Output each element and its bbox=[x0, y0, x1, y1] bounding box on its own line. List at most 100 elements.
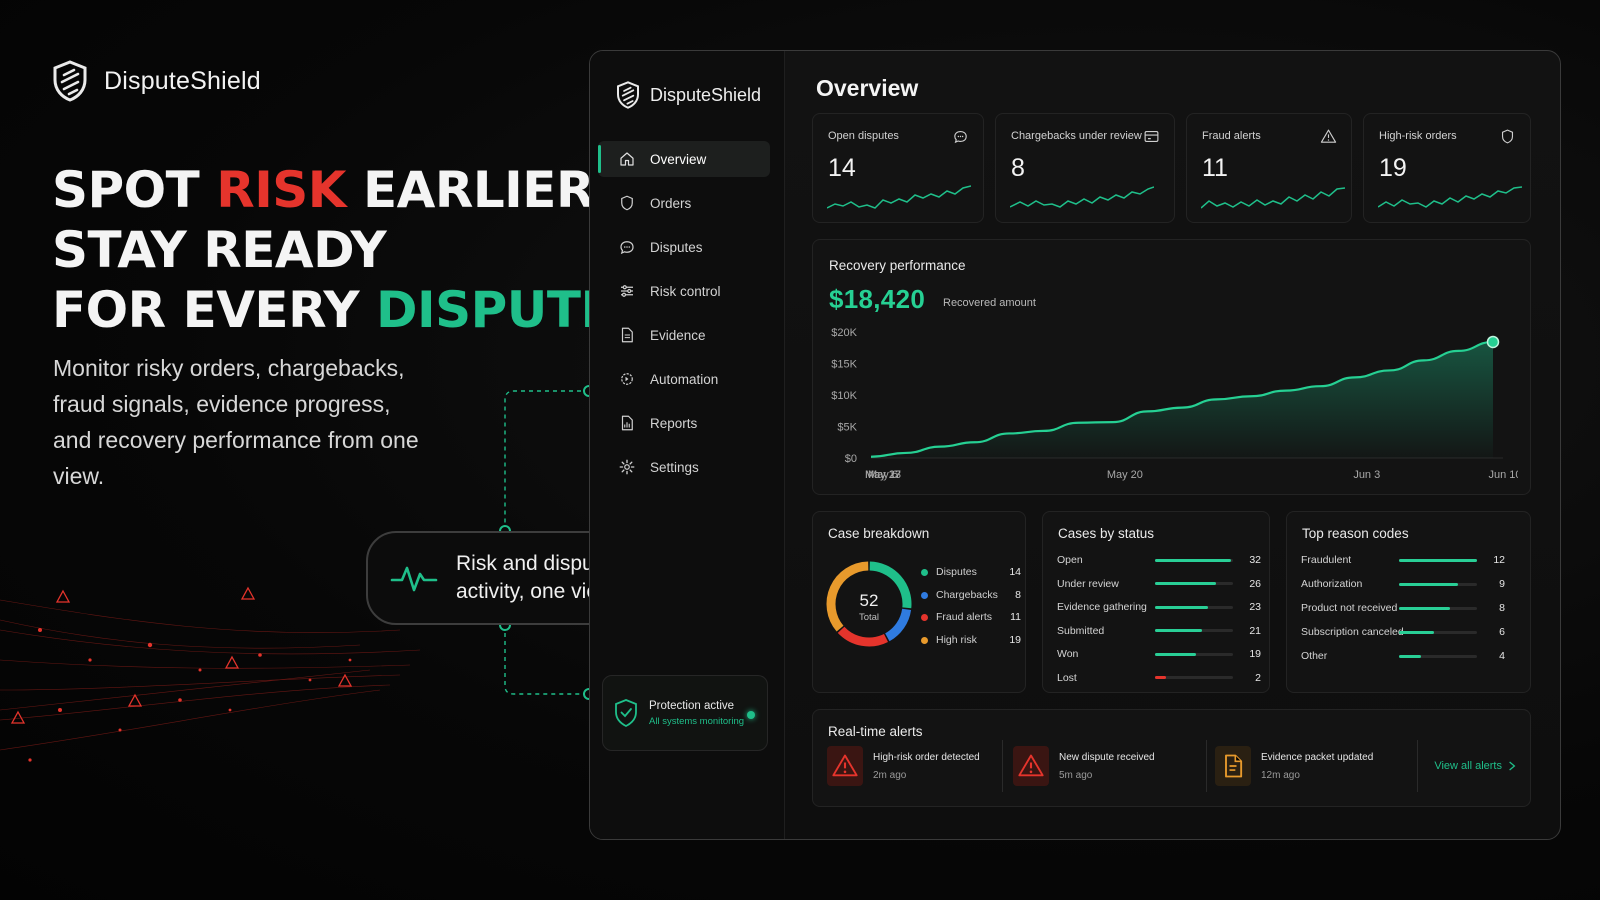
bar-track bbox=[1155, 676, 1233, 679]
bar-fill bbox=[1155, 652, 1196, 656]
warning-icon bbox=[832, 754, 858, 777]
bar-row: Subscription canceled 6 bbox=[1301, 624, 1505, 640]
sidebar-item-reports[interactable]: Reports bbox=[598, 405, 770, 441]
bar-value: 8 bbox=[1499, 602, 1505, 614]
alert-title: High-risk order detected bbox=[873, 751, 980, 763]
callout-line: activity, one view bbox=[456, 580, 614, 603]
sliders-icon bbox=[621, 285, 633, 297]
bar-label: Submitted bbox=[1057, 624, 1105, 637]
view-all-alerts-link[interactable]: View all alerts bbox=[1434, 760, 1516, 772]
legend-label: Chargebacks bbox=[936, 589, 998, 601]
sidebar-item-risk-control[interactable]: Risk control bbox=[598, 273, 770, 309]
alert-item[interactable]: High-risk order detected 2m ago bbox=[827, 746, 980, 786]
recovery-amount: $18,420 bbox=[829, 284, 926, 314]
series-line bbox=[870, 340, 1494, 458]
series-endpoint bbox=[1486, 335, 1500, 349]
protection-title: Protection active bbox=[649, 699, 735, 712]
bar-track bbox=[1399, 654, 1477, 658]
bar-fill bbox=[1399, 582, 1458, 586]
bar-label: Other bbox=[1301, 650, 1328, 662]
bar-row: Fraudulent 12 bbox=[1301, 552, 1505, 568]
alert-item[interactable]: Evidence packet updated 12m ago bbox=[1215, 746, 1373, 786]
sidebar-brand[interactable]: DisputeShield bbox=[616, 81, 761, 109]
pulse-icon bbox=[390, 558, 438, 598]
sidebar-item-overview[interactable]: Overview bbox=[598, 141, 770, 177]
report-icon bbox=[621, 415, 633, 431]
case-breakdown-donut: 52 Total bbox=[826, 561, 912, 647]
legend-dot bbox=[921, 636, 928, 644]
sidebar-item-label: Settings bbox=[650, 459, 699, 475]
sidebar-item-label: Automation bbox=[650, 371, 719, 387]
alert-icon-box bbox=[1215, 746, 1251, 786]
card-icon bbox=[1144, 130, 1159, 143]
automation-gear-icon bbox=[621, 373, 633, 385]
bar-label: Lost bbox=[1057, 671, 1077, 684]
bar-value: 6 bbox=[1499, 626, 1505, 638]
status-dot bbox=[747, 711, 755, 719]
hero-subcopy: Monitor risky orders, chargebacks, fraud… bbox=[53, 355, 419, 489]
view-all-label: View all alerts bbox=[1434, 760, 1502, 772]
cases-by-status-card: Cases by status Open 32 Under review 26 Evid… bbox=[1042, 511, 1270, 693]
document-icon bbox=[1225, 754, 1243, 778]
bar-value: 12 bbox=[1493, 554, 1505, 566]
kpi-card-open-disputes[interactable]: Open disputes 14 bbox=[812, 113, 984, 223]
headline-highlight-risk: RISK bbox=[216, 161, 347, 219]
legend-value: 14 bbox=[1009, 566, 1021, 578]
donut-slice bbox=[826, 561, 869, 632]
sidebar-item-evidence[interactable]: Evidence bbox=[598, 317, 770, 353]
headline-text: STAY READY bbox=[52, 221, 387, 279]
bar-fill bbox=[1155, 582, 1216, 585]
legend-label: Disputes bbox=[936, 566, 977, 578]
kpi-card-chargebacks[interactable]: Chargebacks under review 8 bbox=[995, 113, 1175, 223]
bar-label: Product not received bbox=[1301, 602, 1398, 614]
headline-text: SPOT bbox=[52, 161, 217, 219]
hero-headline: SPOT RISK EARLIER. STAY READY FOR EVERY … bbox=[52, 160, 633, 340]
sidebar-item-settings[interactable]: Settings bbox=[598, 449, 770, 485]
chevron-right-icon bbox=[1509, 761, 1516, 771]
sidebar-item-automation[interactable]: Automation bbox=[598, 361, 770, 397]
y-tick-label: $10K bbox=[831, 390, 857, 402]
bar-fill bbox=[1399, 630, 1435, 634]
x-tick-label: Jun 3 bbox=[1353, 469, 1380, 481]
bar-track bbox=[1399, 558, 1477, 562]
legend-item-fraud-alerts: Fraud alerts 11 bbox=[921, 609, 1021, 625]
bar-label: Under review bbox=[1057, 577, 1119, 590]
bar-label: Evidence gathering bbox=[1057, 601, 1147, 613]
donut-slice bbox=[837, 626, 888, 647]
area-fill bbox=[871, 341, 1493, 458]
chat-icon bbox=[954, 130, 967, 144]
x-tick-label: May 6 bbox=[868, 469, 898, 481]
kpi-label: Chargebacks under review bbox=[1011, 130, 1142, 142]
risk-particles-graphic bbox=[0, 586, 420, 762]
section-title: Cases by status bbox=[1058, 526, 1155, 541]
protection-status-card[interactable]: Protection active All systems monitoring bbox=[602, 675, 768, 751]
callout-text: Risk and dispute activity, one view bbox=[456, 550, 613, 606]
section-title: Case breakdown bbox=[828, 526, 930, 541]
sidebar-item-disputes[interactable]: Disputes bbox=[598, 229, 770, 265]
bar-label: Won bbox=[1057, 648, 1079, 660]
bar-fill bbox=[1399, 606, 1451, 610]
bar-fill bbox=[1155, 629, 1202, 632]
legend-value: 19 bbox=[1009, 634, 1021, 646]
real-time-alerts-card: Real-time alerts High-risk order detecte… bbox=[812, 709, 1531, 807]
legend-item-high-risk: High risk 19 bbox=[921, 632, 1021, 648]
callout-line: Risk and dispute bbox=[456, 552, 612, 575]
bar-row: Other 4 bbox=[1301, 648, 1505, 664]
kpi-card-fraud-alerts[interactable]: Fraud alerts 11 bbox=[1186, 113, 1352, 223]
divider bbox=[1002, 740, 1003, 792]
alert-item[interactable]: New dispute received 5m ago bbox=[1013, 746, 1155, 786]
alert-icon-box bbox=[827, 746, 863, 786]
sidebar-nav: Overview Orders Disputes Risk control Ev… bbox=[598, 141, 770, 493]
dashboard-window: DisputeShield Overview Orders Disputes R… bbox=[589, 50, 1561, 840]
donut-slice bbox=[869, 561, 912, 609]
kpi-card-high-risk-orders[interactable]: High-risk orders 19 bbox=[1363, 113, 1531, 223]
bar-track bbox=[1155, 605, 1233, 609]
bar-value: 19 bbox=[1249, 648, 1261, 660]
recovery-amount-label: Recovered amount bbox=[943, 297, 1036, 309]
legend-value: 8 bbox=[1015, 589, 1021, 601]
bar-value: 26 bbox=[1249, 577, 1261, 590]
legend-item-disputes: Disputes 14 bbox=[921, 564, 1021, 580]
bar-fill bbox=[1155, 605, 1209, 609]
sidebar-item-orders[interactable]: Orders bbox=[598, 185, 770, 221]
